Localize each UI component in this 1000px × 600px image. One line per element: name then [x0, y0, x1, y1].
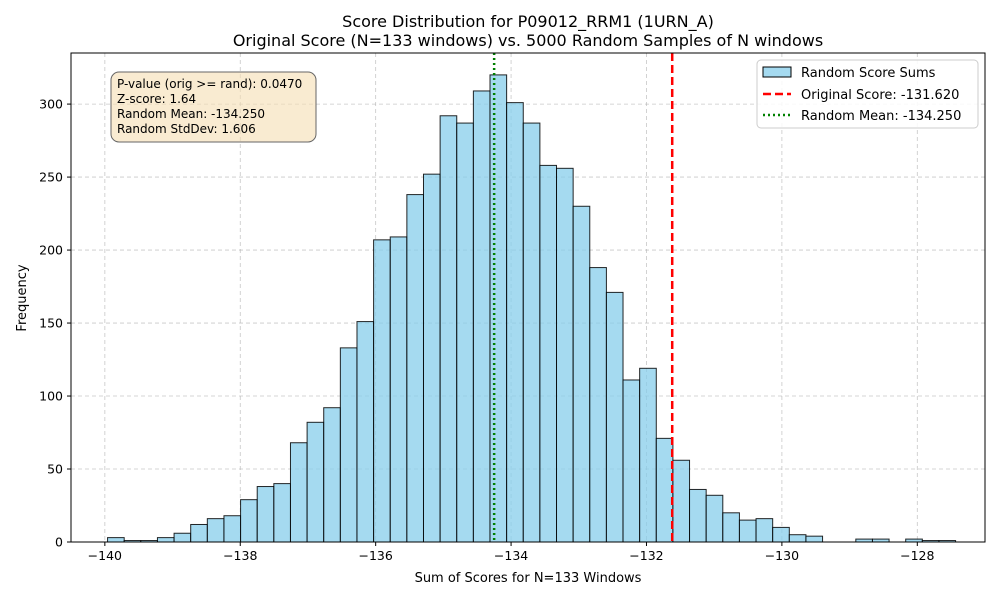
x-axis-ticks: −140 −138 −136 −134 −132 −130 −128 [88, 542, 935, 563]
histogram-bar [722, 512, 740, 543]
histogram-bar [240, 499, 258, 543]
histogram-bar [422, 173, 441, 543]
stats-random-stddev: Random StdDev: 1.606 [117, 122, 256, 136]
y-axis-label: Frequency [15, 264, 30, 331]
legend-frame [756, 59, 979, 129]
histogram-bar [772, 526, 790, 543]
x-tick-label: −128 [900, 548, 934, 563]
histogram-bar [672, 459, 691, 543]
stats-box: P-value (orig >= rand): 0.0470 Z-score: … [110, 71, 317, 143]
reference-lines [492, 53, 674, 542]
histogram-bar [206, 518, 225, 543]
histogram-bar [439, 115, 458, 543]
y-tick-label: 0 [55, 535, 63, 550]
stats-zscore: Z-score: 1.64 [117, 92, 196, 106]
histogram-bar [572, 205, 591, 543]
histogram-bar [256, 486, 275, 543]
x-tick-label: −132 [629, 548, 663, 563]
histogram-bar [389, 236, 408, 543]
histogram-bar [456, 122, 474, 543]
histogram-bar [689, 488, 707, 543]
histogram-bar [805, 535, 824, 543]
histogram-bar [156, 537, 175, 543]
histogram-bar [605, 291, 624, 543]
histogram-bar [339, 347, 358, 543]
histogram-bar [506, 102, 524, 543]
histogram-bar [788, 534, 807, 543]
x-tick-label: −134 [494, 548, 528, 563]
histogram-bar [522, 122, 541, 543]
histogram-bar [273, 483, 291, 543]
chart-subtitle: Original Score (N=133 windows) vs. 5000 … [233, 31, 823, 50]
stats-pvalue: P-value (orig >= rand): 0.0470 [117, 77, 302, 91]
histogram-bar [107, 537, 125, 543]
histogram-bar [223, 515, 242, 543]
histogram-bar [173, 532, 192, 543]
histogram-bar [755, 518, 774, 543]
histogram-bar [472, 90, 491, 543]
legend-label-original: Original Score: -131.620 [801, 88, 959, 103]
histogram-bars [107, 74, 957, 543]
histogram-bar [655, 437, 674, 543]
histogram-bar [406, 194, 424, 543]
histogram-bar [489, 74, 508, 543]
histogram-bar [323, 407, 341, 543]
y-tick-label: 250 [39, 170, 63, 185]
y-axis-ticks: 0 50 100 150 200 250 300 [39, 97, 71, 550]
y-tick-label: 50 [47, 462, 63, 477]
legend-label-histogram: Random Score Sums [801, 66, 936, 81]
histogram-bar [738, 519, 757, 543]
legend-label-mean: Random Mean: -134.250 [801, 109, 961, 124]
stats-random-mean: Random Mean: -134.250 [117, 107, 265, 121]
histogram-bar [190, 523, 208, 543]
histogram-bar [539, 164, 558, 543]
x-tick-label: −138 [223, 548, 257, 563]
histogram-bar [639, 367, 657, 543]
histogram-bar [289, 442, 308, 543]
legend: Random Score Sums Original Score: -131.6… [756, 59, 979, 129]
histogram-bar [589, 267, 607, 543]
y-tick-label: 100 [39, 389, 63, 404]
histogram-bar [373, 239, 391, 543]
histogram-bar [622, 379, 641, 543]
x-tick-label: −140 [88, 548, 122, 563]
histogram-bar [306, 421, 325, 543]
y-tick-label: 300 [39, 97, 63, 112]
x-tick-label: −136 [358, 548, 392, 563]
y-tick-label: 200 [39, 243, 63, 258]
chart-title: Score Distribution for P09012_RRM1 (1URN… [342, 12, 714, 32]
x-axis-label: Sum of Scores for N=133 Windows [415, 571, 642, 586]
plot-frame [70, 52, 986, 543]
stats-box-background [110, 71, 317, 143]
legend-swatch-histogram [762, 66, 792, 78]
histogram-bar [556, 167, 574, 543]
y-tick-label: 150 [39, 316, 63, 331]
x-tick-label: −130 [765, 548, 799, 563]
histogram-bar [356, 321, 375, 543]
histogram-bar [705, 494, 724, 543]
